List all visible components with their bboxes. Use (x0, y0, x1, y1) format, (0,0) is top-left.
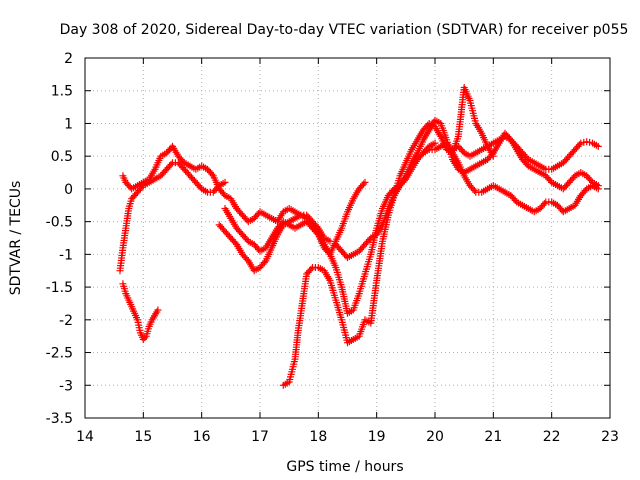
series-track-8 (419, 139, 602, 216)
data-point-marker (157, 172, 165, 180)
data-point-marker (594, 142, 602, 150)
y-axis-label: SDTVAR / TECUs (8, 181, 24, 296)
y-tick-label: 0 (64, 182, 73, 198)
data-point-marker (419, 126, 427, 134)
data-point-marker (577, 139, 585, 147)
data-point-marker (488, 151, 496, 158)
x-tick-label: 15 (134, 429, 152, 445)
data-point-marker (141, 334, 149, 342)
series-track-1 (119, 280, 162, 343)
grid (85, 58, 610, 418)
x-tick-label: 16 (193, 429, 211, 445)
series-track-6 (279, 84, 497, 389)
x-tick-label: 14 (76, 429, 94, 445)
data-point-marker (332, 241, 340, 248)
y-tick-label: -1 (59, 247, 73, 263)
data-point-marker (507, 136, 515, 144)
y-tick-label: 0.5 (51, 149, 73, 165)
y-tick-label: -2 (59, 313, 73, 329)
data-point-marker (431, 139, 439, 147)
data-point-marker (122, 178, 130, 186)
data-point-marker (517, 147, 525, 155)
data-point-marker (361, 178, 369, 186)
data-point-marker (507, 192, 515, 199)
data-point-marker (185, 170, 192, 178)
data-point-marker (360, 242, 367, 250)
data-point-marker (209, 188, 217, 196)
series-track-7 (332, 116, 602, 262)
data-point-marker (192, 178, 200, 186)
data-point-marker (177, 156, 185, 163)
data-point-marker (542, 172, 550, 180)
data-point-marker (243, 255, 251, 263)
data-point-marker (307, 265, 315, 273)
data-point-marker (577, 192, 585, 199)
y-tick-label: -3.5 (46, 411, 73, 427)
data-point-marker (208, 170, 216, 178)
data-point-marker (227, 234, 235, 242)
data-point-marker (313, 229, 321, 237)
data-point-marker (221, 178, 229, 186)
data-point-marker (570, 147, 577, 155)
y-tick-label: -1.5 (46, 280, 73, 296)
x-tick-label: 22 (543, 429, 561, 445)
data-point-marker (167, 160, 175, 168)
data-point-marker (594, 185, 602, 193)
plot-frame (84, 57, 611, 419)
y-tick-label: 1.5 (51, 84, 73, 100)
x-tick-label: 17 (251, 429, 269, 445)
data-point-marker (231, 239, 239, 247)
series-layer (116, 84, 602, 389)
x-tick-label: 20 (426, 429, 444, 445)
data-point-marker (470, 187, 478, 194)
x-tick-label: 23 (601, 429, 619, 445)
data-point-marker (559, 159, 567, 167)
y-tick-label: 2 (64, 51, 73, 67)
x-tick-label: 21 (484, 429, 502, 445)
axis-ticks: 14 15 16 17 18 19 20 21 22 23 2 1.5 1 0.5 0 -0.5 -1 -1.5 -… (46, 51, 619, 445)
data-point-marker (177, 162, 185, 170)
data-point-marker (360, 180, 367, 188)
series-track-9 (449, 133, 602, 173)
data-point-marker (540, 200, 548, 208)
y-tick-label: -2.5 (46, 346, 73, 362)
data-point-marker (454, 142, 462, 150)
data-point-marker (559, 185, 567, 193)
x-tick-label: 19 (368, 429, 386, 445)
x-axis-label: GPS time / hours (286, 459, 403, 475)
data-point-marker (139, 336, 147, 343)
x-tick-label: 18 (309, 429, 327, 445)
data-point-marker (307, 223, 315, 230)
series-track-3 (119, 142, 334, 245)
data-point-marker (154, 306, 162, 314)
data-point-marker (384, 192, 392, 199)
data-point-marker (237, 229, 245, 237)
y-tick-label: -0.5 (46, 215, 73, 231)
data-point-marker (575, 141, 583, 149)
y-tick-label: -3 (59, 378, 73, 394)
series-track-2 (116, 159, 229, 275)
data-point-marker (260, 259, 268, 266)
chart-title: Day 308 of 2020, Sidereal Day-to-day VTE… (60, 22, 629, 38)
data-point-marker (237, 210, 245, 217)
data-point-marker (132, 190, 140, 198)
data-point-marker (220, 226, 227, 234)
y-tick-label: 1 (64, 116, 73, 132)
